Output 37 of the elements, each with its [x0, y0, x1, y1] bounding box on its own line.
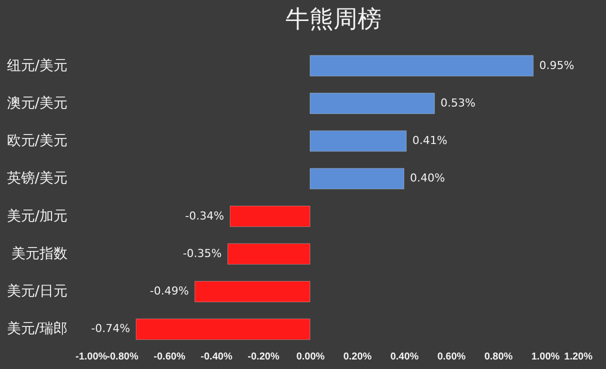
bar — [310, 168, 404, 190]
data-label: 0.95% — [539, 58, 574, 72]
x-tick-label: 1.20% — [564, 352, 593, 362]
bar — [136, 318, 310, 340]
bar — [230, 206, 310, 227]
data-label: 0.40% — [410, 172, 445, 185]
bar — [310, 130, 407, 152]
chart-title: 牛熊周榜 — [286, 5, 382, 33]
data-label: 0.53% — [440, 96, 476, 110]
x-tick-label: -1.00% — [76, 352, 108, 362]
x-tick-label: 0.60% — [437, 352, 466, 362]
x-tick-label: 0.40% — [390, 352, 419, 362]
bar — [310, 55, 534, 76]
y-tick-label: 纽元/美元 — [6, 58, 68, 74]
y-tick-label: 美元/加元 — [6, 208, 68, 224]
y-tick-label: 美元/日元 — [6, 284, 68, 300]
x-tick-label: 0.00% — [296, 352, 325, 362]
data-label: -0.34% — [185, 209, 224, 222]
data-label: -0.49% — [150, 284, 189, 298]
x-tick-label: 1.00% — [531, 352, 560, 362]
data-label: -0.35% — [182, 246, 222, 260]
bar — [194, 281, 310, 302]
y-tick-label: 英镑/美元 — [6, 170, 68, 187]
bar — [228, 243, 310, 265]
x-tick-label: 0.80% — [484, 352, 513, 362]
x-tick-label: -0.60% — [154, 352, 186, 362]
x-tick-label: 0.20% — [343, 352, 372, 362]
bar — [310, 92, 435, 114]
data-label: 0.41% — [412, 134, 448, 148]
y-tick-label: 澳元/美元 — [6, 95, 68, 112]
y-tick-label: 欧元/美元 — [6, 133, 68, 150]
y-tick-label: 美元指数 — [12, 246, 68, 262]
x-tick-label: -0.80% — [106, 352, 138, 362]
y-tick-label: 美元/瑞郎 — [6, 321, 68, 338]
x-tick-label: -0.20% — [248, 352, 280, 362]
x-tick-label: -0.40% — [200, 352, 232, 362]
data-label: -0.74% — [91, 322, 130, 336]
